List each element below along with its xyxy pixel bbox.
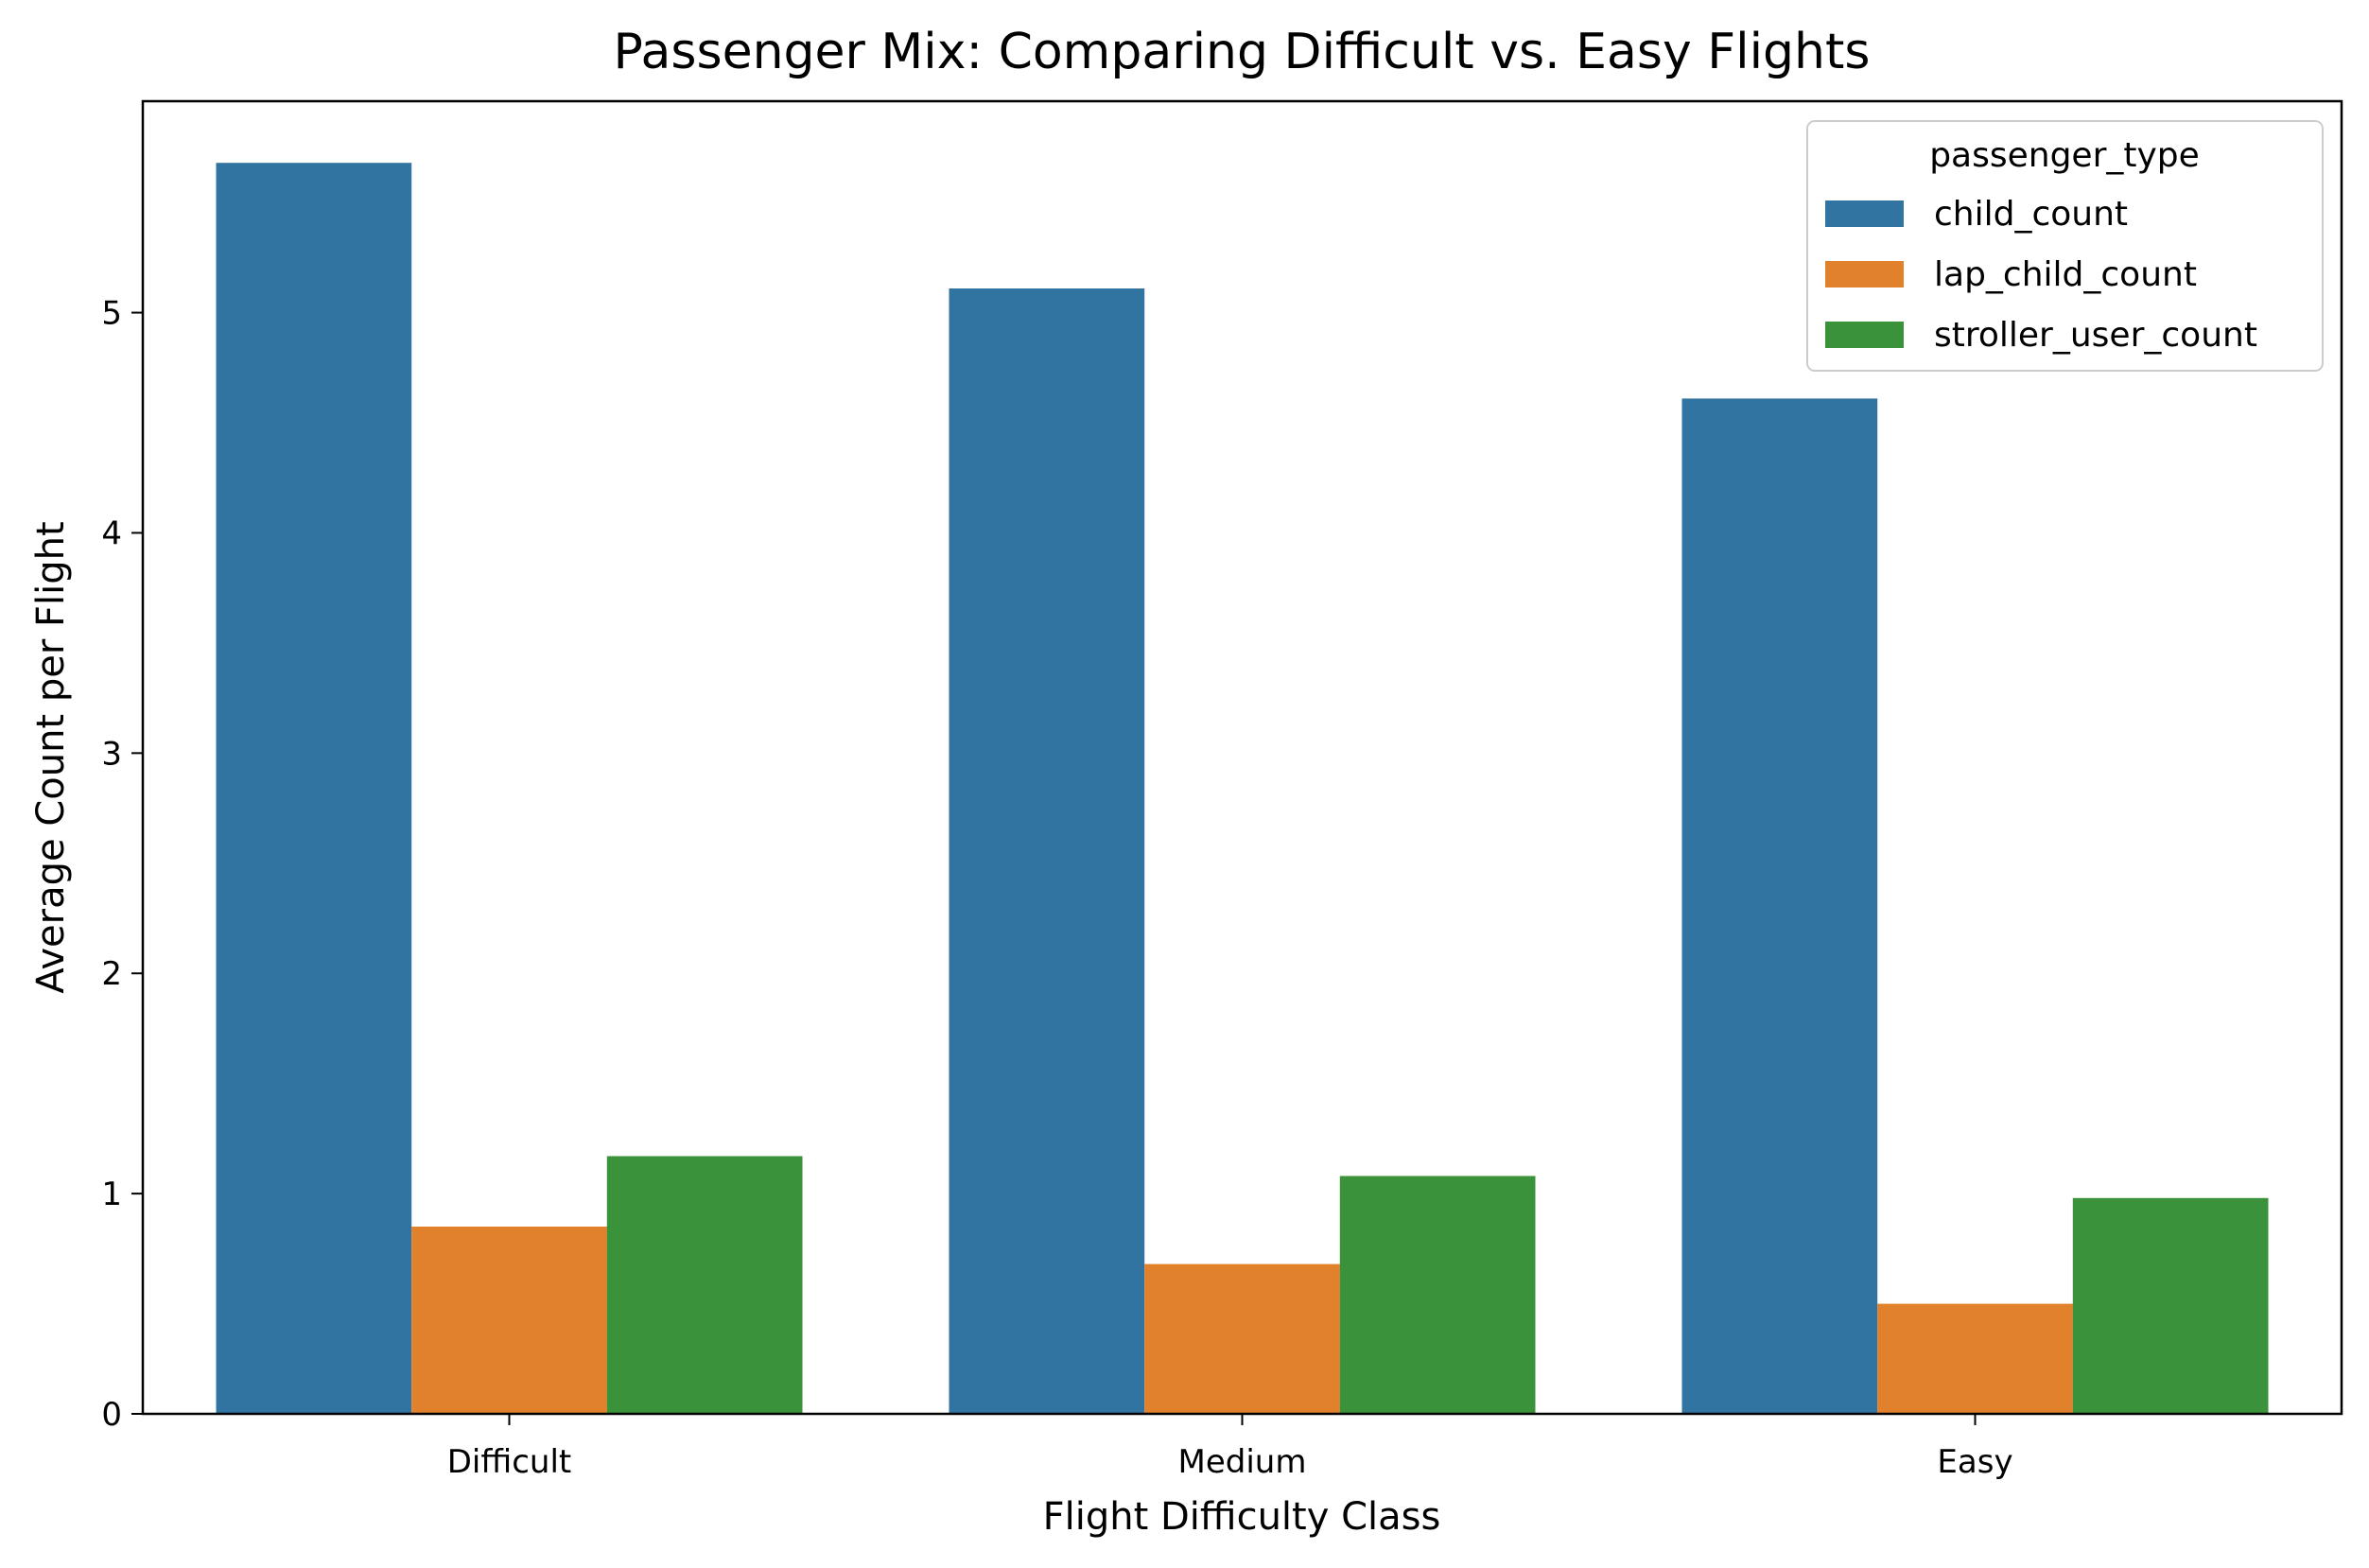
x-tick-label: Easy (1937, 1443, 2012, 1481)
legend-swatch-child-count (1825, 200, 1904, 227)
chart-title: Passenger Mix: Comparing Difficult vs. E… (614, 24, 1871, 80)
legend-label-stroller-user-count: stroller_user_count (1934, 316, 2257, 355)
legend-frame (1806, 120, 2324, 372)
bar-stroller-user-count-easy (2072, 1197, 2269, 1414)
bar-lap-child-count-difficult (411, 1227, 607, 1414)
bars-group (216, 163, 2269, 1415)
bar-child-count-easy (1681, 398, 1878, 1414)
bar-child-count-difficult (216, 163, 412, 1415)
x-axis-label: Flight Difficulty Class (1043, 1495, 1441, 1539)
x-tick-label: Medium (1178, 1443, 1307, 1481)
y-tick-label: 5 (101, 295, 122, 333)
bar-lap-child-count-easy (1877, 1303, 2073, 1414)
y-tick-label: 3 (101, 735, 122, 773)
y-tick-label: 1 (101, 1176, 122, 1213)
x-axis: Difficult Medium Easy (447, 1414, 2013, 1481)
y-tick-label: 2 (101, 955, 122, 993)
y-axis: 0 1 2 3 4 5 (101, 295, 143, 1434)
legend: passenger_type child_count lap_child_coun… (1806, 120, 2324, 372)
legend-label-child-count: child_count (1934, 195, 2128, 234)
y-axis-label: Average Count per Flight (29, 521, 73, 993)
bar-stroller-user-count-medium (1339, 1176, 1536, 1414)
x-tick-label: Difficult (447, 1443, 572, 1481)
legend-items: child_count lap_child_count stroller_user_… (1825, 195, 2257, 355)
legend-swatch-lap-child-count (1825, 261, 1904, 287)
bar-lap-child-count-medium (1144, 1263, 1340, 1414)
legend-swatch-stroller-user-count (1825, 322, 1904, 348)
plot-frame (141, 99, 2343, 1416)
y-tick-label: 4 (101, 514, 122, 552)
legend-title: passenger_type (1929, 136, 2200, 175)
bar-child-count-medium (949, 288, 1145, 1414)
legend-label-lap-child-count: lap_child_count (1934, 255, 2197, 294)
bar-stroller-user-count-difficult (606, 1156, 803, 1414)
y-tick-label: 0 (101, 1396, 122, 1434)
